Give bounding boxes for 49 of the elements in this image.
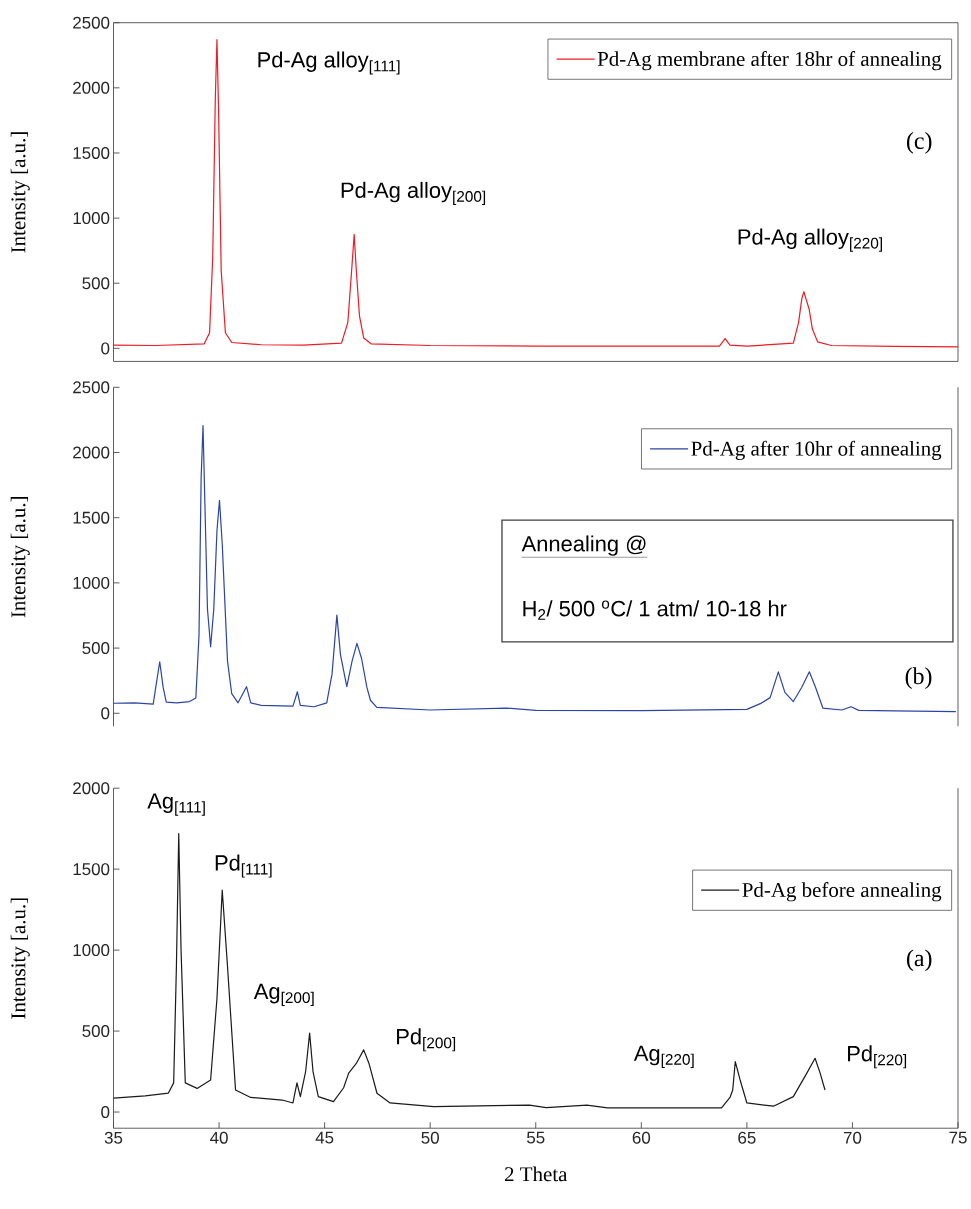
y-tick-label: 1500 <box>73 511 110 524</box>
annotation: (b) <box>905 667 932 690</box>
annotation: Ag$_{[220]}$ <box>633 1045 694 1068</box>
annotation: Annealing @ <box>521 535 646 556</box>
y-tick-label: 0 <box>101 1106 110 1119</box>
x-axis-title: 2 Theta <box>505 1166 568 1182</box>
y-tick-label: 0 <box>101 707 110 720</box>
y-tick-label: 0 <box>101 342 110 355</box>
annotation: Ag$_{[111]}$ <box>147 793 205 816</box>
y-axis-title: Intensity [a.u.] <box>10 497 30 618</box>
annotation: Pd$_{[220]}$ <box>848 1045 907 1069</box>
x-tick-label: 70 <box>843 1131 862 1144</box>
x-tick-label: 55 <box>527 1131 545 1144</box>
y-axis-title: Intensity [a.u.] <box>10 898 30 1019</box>
line-series <box>112 39 959 348</box>
annotation: H$_{2}$/ 500 $^{o}$C/ 1 atm/ 10-18 hr <box>523 600 787 620</box>
legend-label: Pd-Ag after 10hr of annealing <box>691 440 942 461</box>
y-tick-label: 2000 <box>73 81 110 94</box>
legend-label: Pd-Ag before annealing <box>742 882 942 902</box>
y-tick-label: 500 <box>82 1025 110 1038</box>
x-tick-label: 35 <box>104 1131 123 1144</box>
y-tick-label: 2500 <box>73 381 110 394</box>
y-tick-label: 2000 <box>73 446 110 459</box>
y-tick-label: 1000 <box>73 576 110 589</box>
y-tick-label: 1500 <box>73 146 110 159</box>
annotation: Pd$_{[111]}$ <box>215 854 272 878</box>
x-tick-label: 65 <box>738 1131 756 1144</box>
legend-label: Pd-Ag membrane after 18hr of annealing <box>597 51 942 71</box>
y-axis-title: Intensity [a.u.] <box>10 132 30 253</box>
annotation: Pd-Ag alloy$_{[220]}$ <box>738 228 882 252</box>
y-tick-label: 1000 <box>73 212 110 225</box>
line-series <box>112 424 957 713</box>
x-tick-label: 45 <box>315 1131 334 1144</box>
annotation: (c) <box>906 132 932 154</box>
x-tick-label: 60 <box>632 1131 651 1144</box>
y-tick-label: 500 <box>82 642 110 655</box>
y-tick-label: 500 <box>82 277 110 290</box>
y-tick-label: 1000 <box>73 944 110 957</box>
x-tick-label: 40 <box>210 1131 228 1144</box>
annotation: Pd-Ag alloy$_{[111]}$ <box>258 51 400 75</box>
y-tick-label: 1500 <box>73 863 110 876</box>
y-tick-label: 2000 <box>73 782 110 795</box>
x-tick-label: 50 <box>421 1131 439 1144</box>
y-tick-label: 2500 <box>73 16 110 29</box>
x-tick-label: 75 <box>949 1131 967 1144</box>
annotation: (a) <box>906 949 932 972</box>
annotation: Pd-Ag alloy$_{[200]}$ <box>341 181 486 205</box>
annotation: Ag$_{[200]}$ <box>253 983 314 1007</box>
annotation: Pd$_{[200]}$ <box>397 1028 456 1052</box>
